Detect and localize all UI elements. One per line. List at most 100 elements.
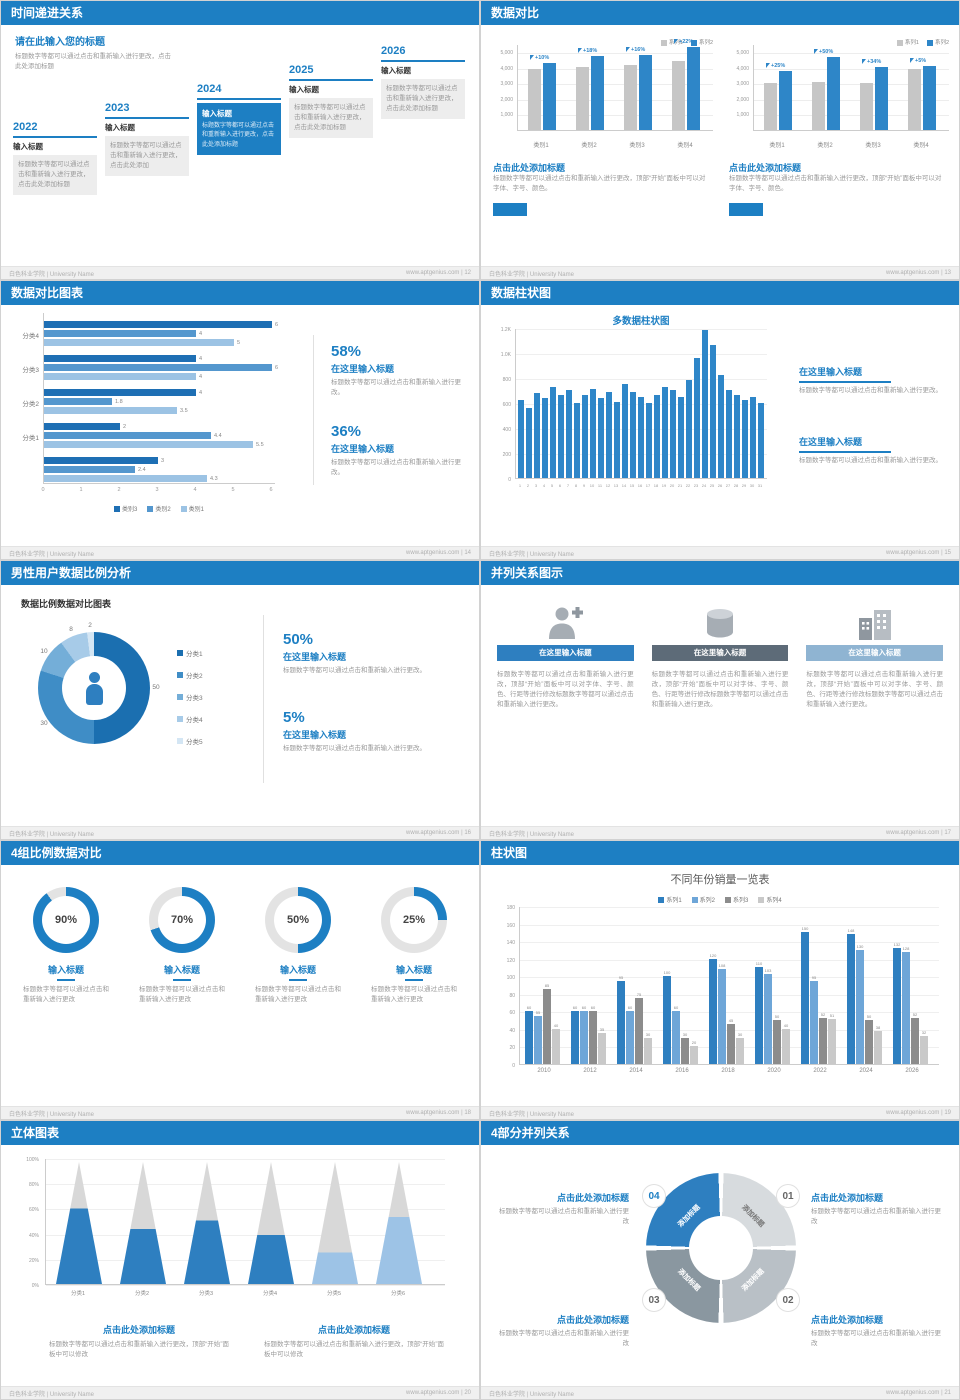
ring-percent: 25% bbox=[390, 896, 438, 944]
bar-series1 bbox=[624, 65, 637, 130]
hbar-value: 3.5 bbox=[180, 408, 188, 414]
x-tick-label: 15 bbox=[629, 483, 635, 488]
bar-value: 95 bbox=[811, 975, 817, 980]
bar-group: +18% bbox=[572, 44, 612, 130]
x-tick-label: 2026 bbox=[905, 1068, 919, 1074]
hbar-value: 6 bbox=[275, 365, 279, 371]
column-chart bbox=[515, 329, 767, 479]
bar bbox=[622, 384, 628, 478]
y-tick-label: 20% bbox=[28, 1257, 39, 1264]
growth-badge: +5% bbox=[910, 58, 926, 64]
slide-footer: 白色科业学院 | University Name www.aptgenius.co… bbox=[1, 1386, 479, 1399]
slide-title: 数据柱状图 bbox=[491, 286, 552, 300]
ring-text: 标题数字等都可以通过点击和重新输入进行更改 bbox=[23, 986, 109, 1004]
legend-item: 系列2 bbox=[691, 897, 715, 904]
bar-value: 120 bbox=[709, 953, 717, 958]
x-tick-label: 7 bbox=[566, 483, 570, 488]
bar-value: 30 bbox=[737, 1032, 743, 1037]
footer-page-number: 12 bbox=[464, 270, 471, 276]
bar-value: 50 bbox=[866, 1014, 872, 1019]
slide-header-bar: 4组比例数据对比 bbox=[1, 841, 479, 865]
ring-heading: 输入标题 bbox=[395, 965, 432, 975]
heading-underline bbox=[405, 979, 423, 981]
footer-page-number: 20 bbox=[464, 1390, 471, 1396]
footer-page-number: 17 bbox=[944, 830, 951, 836]
column-text: 标题数字等都可以通过点击和重新输入进行更改，顶部“开始”面板中可以对字体、字号、… bbox=[651, 671, 789, 709]
cycle-diagram: 添加标题 添加标题 添加标题 添加标题 bbox=[646, 1173, 796, 1323]
bar bbox=[582, 395, 588, 478]
timeline-divider bbox=[105, 117, 189, 119]
ring-percent: 70% bbox=[158, 896, 206, 944]
slide-header-bar: 4部分并列关系 bbox=[481, 1121, 959, 1145]
timeline-card-text: 标题数字等都可以通过点击和重新输入进行更改，点击此处添加标题 bbox=[289, 98, 373, 139]
block-heading: 点击此处添加标题 bbox=[811, 1315, 884, 1325]
y-tick-label: 40% bbox=[28, 1232, 39, 1239]
intro-heading: 请在此输入您的标题 bbox=[15, 37, 105, 48]
hbar bbox=[44, 321, 272, 328]
bar-group: 95 60 75 30 bbox=[617, 906, 657, 1064]
hbar bbox=[44, 466, 135, 473]
intro-block: 请在此输入您的标题 标题数字等都可以通过点击和重新输入进行更改，点击此处添加标题 bbox=[15, 33, 173, 72]
slide-header-bar: 并列关系图示 bbox=[481, 561, 959, 585]
bar bbox=[686, 380, 692, 478]
bar-value: 130 bbox=[856, 944, 864, 949]
legend-swatch bbox=[660, 39, 667, 46]
footer-meta: www.aptgenius.com | 13 bbox=[886, 270, 951, 276]
bar bbox=[670, 390, 676, 478]
block-heading: 在这里输入标题 bbox=[799, 437, 863, 447]
heading-underline bbox=[799, 381, 891, 383]
timeline-item: 2026 输入标题 标题数字等都可以通过点击和重新输入进行更改，点击此处添加标题 bbox=[381, 45, 465, 120]
bar bbox=[801, 932, 809, 1064]
hbar-value: 1.8 bbox=[115, 399, 123, 405]
bar-value: 51 bbox=[829, 1013, 835, 1018]
bar bbox=[755, 967, 763, 1064]
x-tick-label: 分类1 bbox=[70, 1291, 86, 1297]
bar-value: 60 bbox=[673, 1005, 679, 1010]
slide-title: 4部分并列关系 bbox=[491, 1126, 570, 1140]
grouped-column-chart: 60 55 85 40 60 60 60 35 95 60 75 30 100 … bbox=[519, 907, 939, 1065]
y-tick-label: 2,000 bbox=[500, 96, 513, 103]
slide-footer: 白色科业学院 | University Name www.aptgenius.co… bbox=[1, 546, 479, 559]
slide-title: 时间递进关系 bbox=[11, 6, 84, 20]
slide-header-bar: 数据对比图表 bbox=[1, 281, 479, 305]
slide-13-data-compare: 数据对比 系列1 系列2 5,000 4,000 3,000 2,000 1,000 +1… bbox=[481, 1, 959, 279]
y-tick-label: 1,000 bbox=[736, 112, 749, 119]
bar-value: 60 bbox=[581, 1005, 587, 1010]
x-tick-label: 24 bbox=[701, 483, 707, 488]
slide-title: 数据对比图表 bbox=[11, 286, 84, 300]
cone bbox=[56, 1162, 102, 1284]
timeline-card-title: 输入标题 bbox=[105, 123, 135, 132]
y-tick-label: 160 bbox=[506, 922, 515, 929]
growth-badge: +50% bbox=[814, 49, 833, 55]
grouped-bar-chart: +10% +18% +16% +22% bbox=[517, 39, 713, 131]
panel-text: 标题数字等都可以通过点击和重新输入进行更改，顶部“开始”面板中可以对字体、字号、… bbox=[493, 175, 706, 193]
hbar bbox=[44, 373, 196, 380]
grouped-bar-chart: +25% +50% +34% +5% bbox=[753, 45, 949, 131]
bar bbox=[542, 398, 548, 478]
heading-underline bbox=[799, 451, 891, 453]
legend-item: 类别2 bbox=[147, 506, 171, 513]
bar bbox=[694, 358, 700, 478]
hbar bbox=[44, 330, 196, 337]
cone bbox=[184, 1162, 230, 1284]
x-tick-label: 25 bbox=[709, 483, 715, 488]
hbar bbox=[44, 475, 207, 482]
column-title-bar: 在这里输入标题 bbox=[497, 645, 634, 661]
timeline-item: 2024 输入标题 标题数字等都可以通过点击和重新输入进行更改，点击此处添加标题 bbox=[197, 83, 281, 155]
legend-swatch bbox=[177, 694, 183, 700]
slide-header-bar: 数据对比 bbox=[481, 1, 959, 25]
footer-meta: www.aptgenius.com | 21 bbox=[886, 1390, 951, 1396]
timeline-year: 2023 bbox=[105, 102, 130, 114]
growth-badge: +34% bbox=[862, 59, 881, 65]
hbar-value: 4 bbox=[199, 390, 203, 396]
bar bbox=[635, 998, 643, 1064]
x-axis-labels: 类别1 类别2 类别3 类别4 bbox=[517, 134, 713, 152]
bar bbox=[552, 1029, 560, 1064]
y-tick-label: 800 bbox=[502, 377, 511, 383]
legend-item: 分类1 bbox=[177, 643, 203, 661]
block-text: 标题数字等都可以通过点击和重新输入进行更改。 bbox=[799, 387, 942, 394]
bar bbox=[598, 398, 604, 478]
column-title-bar: 在这里输入标题 bbox=[651, 645, 789, 661]
bar bbox=[874, 1031, 882, 1064]
ring-text: 标题数字等都可以通过点击和重新输入进行更改 bbox=[371, 986, 457, 1004]
